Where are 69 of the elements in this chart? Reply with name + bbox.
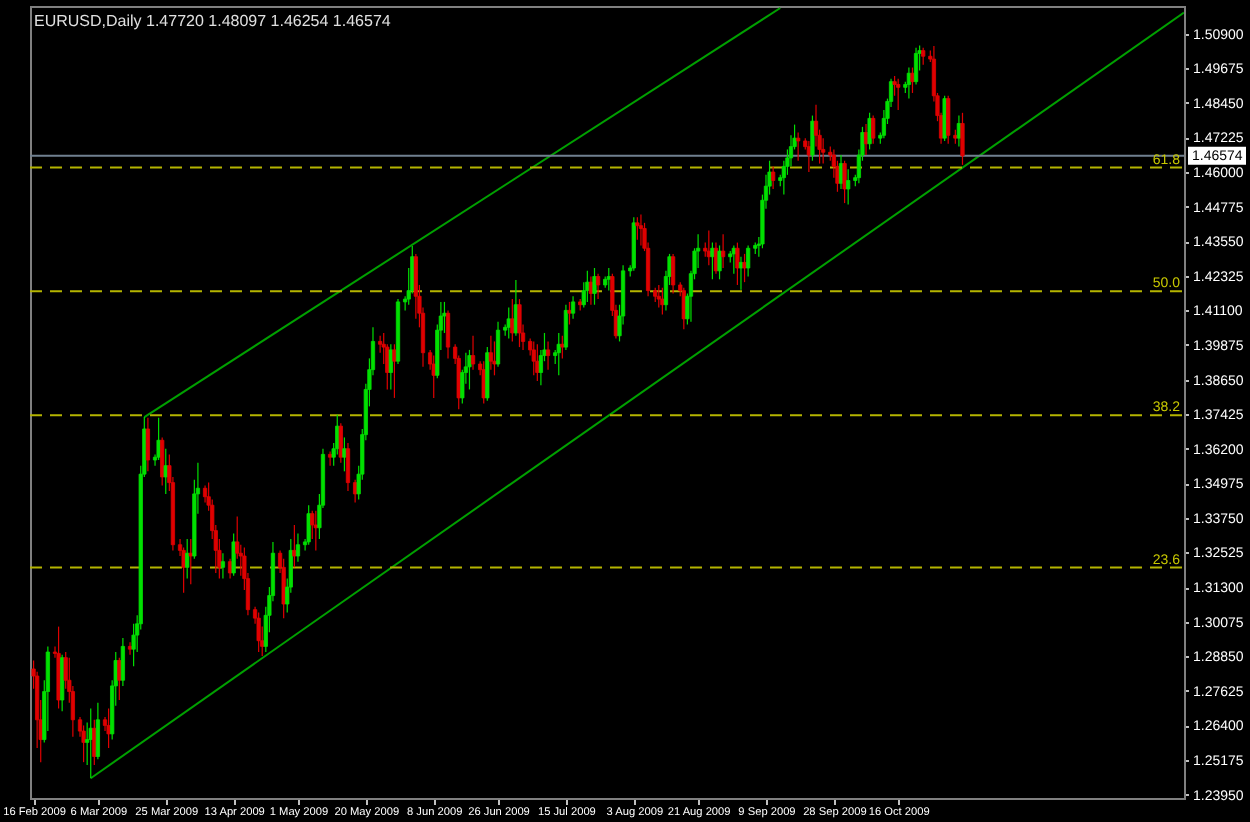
candlestick bbox=[871, 114, 876, 145]
candlestick bbox=[517, 298, 522, 348]
candlestick bbox=[492, 340, 497, 376]
candlestick bbox=[470, 335, 476, 371]
candlestick bbox=[342, 436, 347, 472]
candlestick bbox=[156, 417, 161, 461]
candlestick bbox=[81, 724, 86, 763]
candlestick bbox=[867, 112, 872, 151]
candlestick bbox=[467, 349, 472, 391]
candlestick bbox=[660, 287, 665, 316]
candlestick bbox=[570, 295, 576, 320]
candlestick bbox=[92, 719, 97, 766]
candlestick bbox=[545, 340, 551, 371]
candlestick bbox=[671, 253, 676, 295]
candlestick bbox=[946, 95, 951, 145]
candlestick bbox=[185, 538, 190, 580]
candlestick bbox=[120, 637, 125, 687]
candlestick bbox=[960, 112, 965, 166]
candlestick bbox=[742, 253, 747, 283]
candlestick bbox=[631, 216, 636, 272]
candlestick bbox=[220, 552, 226, 580]
candlestick bbox=[560, 335, 565, 359]
candlestick bbox=[388, 343, 393, 391]
candlestick bbox=[131, 623, 136, 667]
candlestick bbox=[163, 448, 168, 495]
candlestick bbox=[413, 253, 418, 320]
candlestick bbox=[306, 504, 311, 546]
candlestick bbox=[313, 510, 318, 551]
candlestick bbox=[913, 47, 919, 86]
candlestick bbox=[746, 244, 751, 278]
candlestick bbox=[567, 301, 572, 326]
candlestick bbox=[338, 422, 343, 464]
candlestick bbox=[56, 626, 61, 710]
candlestick bbox=[117, 657, 122, 701]
candlestick bbox=[721, 233, 726, 269]
candlestick bbox=[592, 267, 597, 306]
candlestick bbox=[942, 95, 947, 142]
candlestick bbox=[445, 309, 451, 359]
candlestick bbox=[488, 335, 493, 371]
candlestick bbox=[910, 66, 915, 94]
candlestick bbox=[160, 436, 165, 487]
candlestick bbox=[181, 546, 186, 594]
candlestick bbox=[635, 216, 640, 241]
candlestick bbox=[256, 611, 261, 653]
candlestick bbox=[281, 558, 286, 619]
candlestick bbox=[771, 165, 776, 190]
candlestick bbox=[810, 114, 815, 162]
candlestick bbox=[485, 346, 490, 402]
candlestick bbox=[563, 304, 569, 351]
chart-title: EURUSD,Daily 1.47720 1.48097 1.46254 1.46574 bbox=[34, 12, 392, 30]
candlestick bbox=[735, 242, 740, 286]
candlestick bbox=[95, 702, 100, 760]
candlestick bbox=[345, 442, 351, 492]
candlestick bbox=[145, 417, 150, 472]
candlestick bbox=[231, 532, 236, 577]
candlestick bbox=[821, 137, 826, 165]
candlestick bbox=[595, 273, 601, 300]
candlestick bbox=[585, 270, 590, 303]
candlestick bbox=[796, 131, 801, 162]
candlestick bbox=[896, 78, 901, 111]
candlestick bbox=[431, 354, 436, 399]
candlestick bbox=[638, 213, 644, 247]
candlestick bbox=[846, 168, 851, 206]
candlestick bbox=[535, 343, 540, 382]
candlestick bbox=[88, 707, 93, 779]
candlestick bbox=[295, 532, 301, 563]
candlestick bbox=[495, 321, 501, 368]
candlestick bbox=[60, 654, 65, 712]
candlestick bbox=[842, 160, 847, 204]
